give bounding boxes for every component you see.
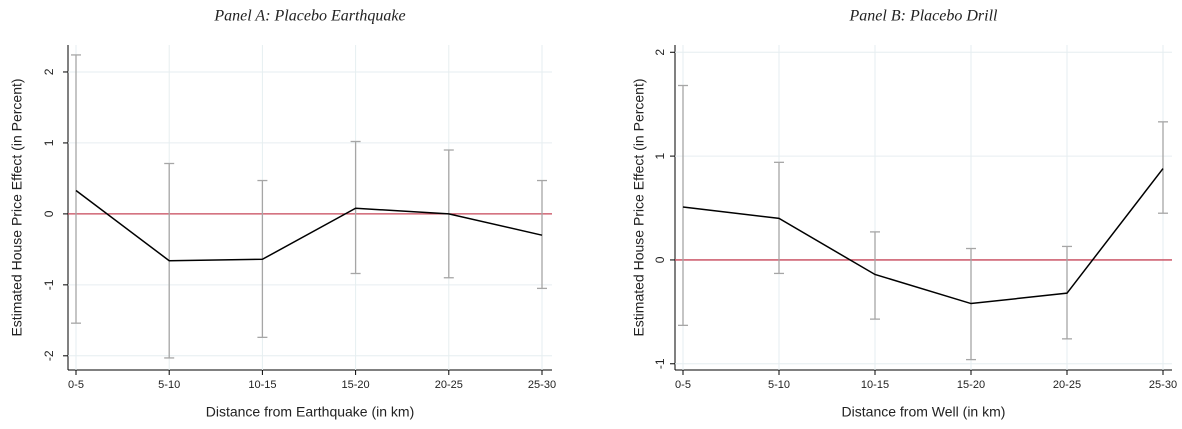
y-tick-label: 0 — [653, 256, 667, 263]
x-tick-label: 0-5 — [675, 379, 691, 391]
y-axis-label: Estimated House Price Effect (in Percent… — [9, 78, 25, 336]
y-axis-label: Estimated House Price Effect (in Percent… — [631, 78, 647, 336]
x-tick-label: 25-30 — [1149, 379, 1177, 391]
plot-area — [68, 45, 552, 370]
y-tick-label: 2 — [653, 49, 667, 56]
x-tick-label: 20-25 — [1053, 379, 1081, 391]
chart-title: Panel A: Placebo Earthquake — [213, 8, 405, 25]
y-tick-label: 2 — [42, 68, 56, 75]
chart-title: Panel B: Placebo Drill — [849, 8, 999, 25]
plot-area — [675, 45, 1172, 370]
y-tick-label: -1 — [653, 358, 667, 369]
x-tick-label: 0-5 — [68, 379, 84, 391]
y-tick-label: -2 — [42, 350, 56, 361]
x-axis-label: Distance from Earthquake (in km) — [206, 404, 415, 420]
x-tick-label: 20-25 — [435, 379, 463, 391]
y-tick-label: 1 — [42, 139, 56, 146]
estimate-line — [682, 168, 1164, 305]
y-tick-label: 1 — [653, 152, 667, 159]
x-tick-label: 10-15 — [248, 379, 276, 391]
x-tick-label: 15-20 — [957, 379, 985, 391]
y-tick-label: 0 — [42, 210, 56, 217]
estimate-line — [75, 189, 543, 262]
x-tick-label: 5-10 — [158, 379, 180, 391]
y-tick-label: -1 — [42, 279, 56, 290]
x-tick-label: 5-10 — [768, 379, 790, 391]
x-tick-label: 25-30 — [528, 379, 556, 391]
x-tick-label: 15-20 — [342, 379, 370, 391]
x-tick-label: 10-15 — [861, 379, 889, 391]
x-axis-label: Distance from Well (in km) — [842, 404, 1006, 420]
